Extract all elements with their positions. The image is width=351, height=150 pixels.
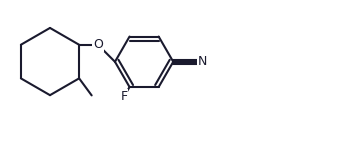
Text: N: N <box>198 55 207 68</box>
Text: O: O <box>93 38 103 51</box>
Text: F: F <box>120 90 127 103</box>
